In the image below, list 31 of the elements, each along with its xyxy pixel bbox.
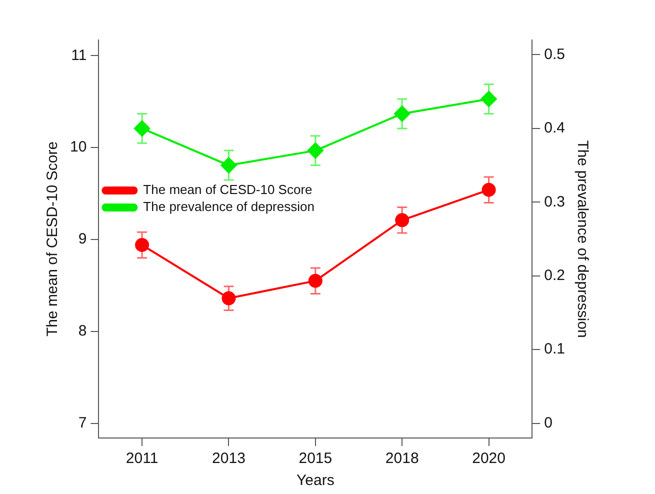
y2-tick-label: 0.2 xyxy=(544,266,566,284)
y-tick-label: 10 xyxy=(70,138,87,156)
x-tick-label: 2013 xyxy=(212,450,246,468)
x-tick-label: 2020 xyxy=(472,450,506,468)
x-tick-label: 2011 xyxy=(126,450,158,468)
legend-label: The mean of CESD-10 Score xyxy=(143,182,312,198)
point xyxy=(222,291,236,306)
point xyxy=(480,90,497,107)
y2-axis-title: The prevalence of depression xyxy=(574,140,591,338)
point xyxy=(482,182,496,197)
y2-tick-label: 0.3 xyxy=(544,193,566,210)
y-tick-label: 7 xyxy=(78,414,87,432)
point xyxy=(135,238,150,252)
y-tick-label: 9 xyxy=(78,230,87,248)
y2-tick-label: 0.4 xyxy=(544,120,566,137)
y-axis-title: The mean of CESD-10 Score xyxy=(44,141,62,337)
point xyxy=(308,274,322,288)
point xyxy=(395,213,410,228)
y2-tick-label: 0.1 xyxy=(544,340,566,358)
x-tick-label: 2015 xyxy=(298,450,332,468)
legend-label: The prevalence of depression xyxy=(143,199,314,214)
point xyxy=(220,157,237,174)
point xyxy=(134,120,150,136)
x-tick-label: 2018 xyxy=(385,450,419,468)
x-axis-title: Years xyxy=(296,472,334,490)
y2-tick-label: 0.5 xyxy=(544,46,566,63)
point xyxy=(394,106,410,122)
y2-tick-label: 0 xyxy=(544,414,552,432)
y-tick-label: 8 xyxy=(78,322,87,340)
y-tick-label: 11 xyxy=(71,46,87,64)
point xyxy=(307,142,324,159)
